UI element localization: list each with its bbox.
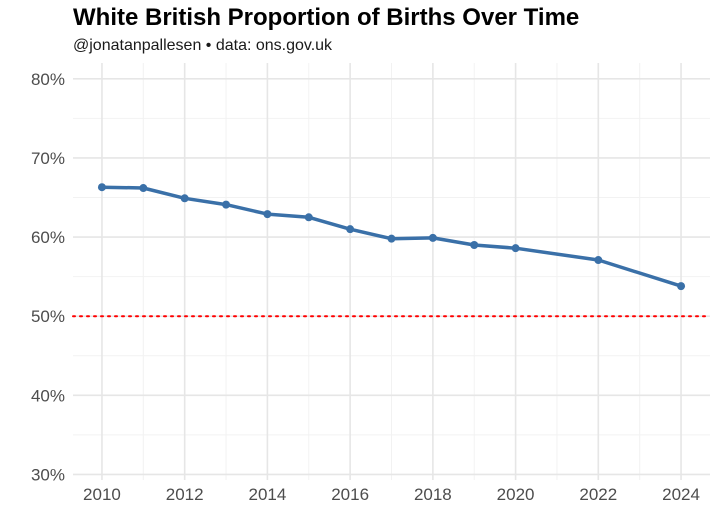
y-tick-label: 70% bbox=[31, 149, 65, 168]
y-tick-label: 80% bbox=[31, 70, 65, 89]
x-tick-label: 2016 bbox=[331, 485, 369, 504]
x-tick-label: 2018 bbox=[414, 485, 452, 504]
data-point bbox=[139, 184, 148, 193]
grid bbox=[73, 63, 710, 480]
data-point bbox=[470, 240, 479, 249]
x-tick-label: 2020 bbox=[497, 485, 535, 504]
x-tick-label: 2010 bbox=[83, 485, 121, 504]
data-point bbox=[387, 234, 396, 243]
x-axis-ticks: 2010 2012 2014 2016 2018 2020 2022 2024 bbox=[83, 485, 700, 504]
data-point bbox=[677, 282, 686, 291]
y-axis-ticks: 30% 40% 50% 60% 70% 80% bbox=[31, 70, 65, 485]
y-tick-label: 40% bbox=[31, 386, 65, 405]
chart-title: White British Proportion of Births Over … bbox=[73, 4, 580, 31]
data-point bbox=[222, 200, 231, 209]
data-point bbox=[180, 194, 189, 203]
x-tick-label: 2014 bbox=[248, 485, 286, 504]
data-point bbox=[428, 233, 437, 242]
data-point bbox=[346, 225, 355, 234]
data-point bbox=[304, 213, 313, 222]
data-point bbox=[511, 244, 520, 253]
series-group bbox=[97, 183, 686, 291]
x-tick-label: 2012 bbox=[166, 485, 204, 504]
y-tick-label: 60% bbox=[31, 228, 65, 247]
data-point bbox=[594, 256, 603, 265]
y-tick-label: 30% bbox=[31, 465, 65, 484]
data-point bbox=[263, 210, 272, 219]
data-point bbox=[97, 183, 106, 192]
chart-subtitle: @jonatanpallesen • data: ons.gov.uk bbox=[73, 37, 333, 54]
x-tick-label: 2022 bbox=[579, 485, 617, 504]
y-tick-label: 50% bbox=[31, 307, 65, 326]
x-tick-label: 2024 bbox=[662, 485, 700, 504]
